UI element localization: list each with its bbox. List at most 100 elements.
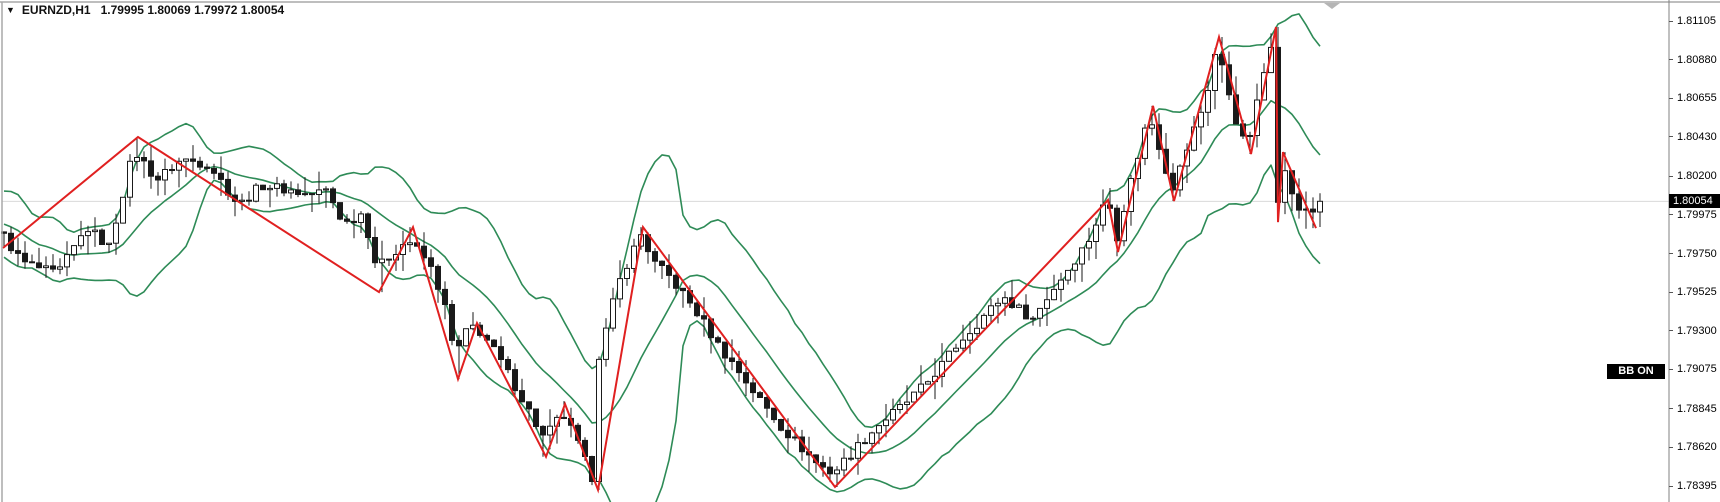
bb-toggle-button[interactable]: BB ON bbox=[1607, 364, 1665, 379]
bull-candle-body bbox=[134, 157, 140, 162]
bull-candle-body bbox=[64, 254, 70, 268]
bull-candle-body bbox=[631, 245, 637, 270]
axis-label: 1.79300 bbox=[1677, 324, 1717, 337]
bear-candle-body bbox=[435, 265, 441, 290]
bear-candle-body bbox=[1310, 208, 1316, 213]
quote-close: 1.80054 bbox=[240, 3, 285, 17]
bull-candle-body bbox=[127, 160, 133, 198]
axis-tick bbox=[1669, 136, 1673, 138]
bear-candle-body bbox=[218, 172, 224, 180]
bear-candle-body bbox=[1114, 207, 1120, 242]
axis-label: 1.78395 bbox=[1677, 480, 1717, 492]
bull-candle-body bbox=[239, 199, 245, 202]
bollinger-lower-band bbox=[3, 164, 1321, 502]
bear-candle-body bbox=[1023, 304, 1029, 320]
bear-candle-body bbox=[50, 265, 56, 270]
bb-toggle-label: BB ON bbox=[1618, 365, 1654, 377]
bear-candle-body bbox=[141, 157, 147, 162]
bull-candle-body bbox=[890, 409, 896, 421]
bear-candle-body bbox=[743, 372, 749, 384]
quote-symbol: EURNZD,H1 bbox=[21, 3, 91, 17]
bear-candle-body bbox=[652, 251, 658, 262]
bull-candle-body bbox=[358, 213, 364, 223]
bull-candle-body bbox=[1030, 317, 1036, 320]
bull-candle-body bbox=[841, 457, 847, 471]
bull-candle-body bbox=[883, 419, 889, 427]
bear-candle-body bbox=[197, 160, 203, 168]
bear-candle-body bbox=[365, 213, 371, 238]
bull-candle-body bbox=[610, 298, 616, 329]
bear-candle-body bbox=[862, 442, 868, 445]
bull-candle-body bbox=[1149, 124, 1155, 129]
bear-candle-body bbox=[540, 425, 546, 436]
bull-candle-body bbox=[974, 327, 980, 335]
bear-candle-body bbox=[372, 237, 378, 264]
bull-candle-body bbox=[1247, 135, 1253, 137]
bull-candle-body bbox=[407, 242, 413, 246]
bear-candle-body bbox=[330, 188, 336, 204]
bull-candle-body bbox=[274, 183, 280, 189]
bear-candle-body bbox=[561, 416, 567, 419]
bull-candle-body bbox=[946, 350, 952, 362]
bull-candle-body bbox=[43, 265, 49, 269]
axis-tick bbox=[1669, 368, 1673, 370]
bull-candle-body bbox=[939, 360, 945, 377]
bear-candle-body bbox=[659, 260, 665, 267]
bull-candle-body bbox=[267, 187, 273, 191]
bull-candle-body bbox=[995, 302, 1001, 307]
bull-candle-body bbox=[1044, 299, 1050, 309]
bear-candle-body bbox=[778, 419, 784, 431]
axis-label: 1.80200 bbox=[1677, 170, 1717, 183]
bull-candle-body bbox=[960, 339, 966, 349]
quote-high: 1.80069 bbox=[147, 3, 191, 17]
bear-candle-body bbox=[519, 390, 525, 403]
bull-candle-body bbox=[1002, 297, 1008, 304]
axis-label: 1.80655 bbox=[1677, 92, 1717, 105]
bear-candle-body bbox=[757, 392, 763, 399]
axis-tick bbox=[1669, 446, 1673, 448]
bull-candle-body bbox=[981, 314, 987, 329]
current-price-value: 1.80054 bbox=[1673, 195, 1713, 208]
bear-candle-body bbox=[827, 466, 833, 475]
axis-tick bbox=[1669, 330, 1673, 332]
bull-candle-body bbox=[869, 432, 875, 444]
bear-candle-body bbox=[344, 218, 350, 222]
bear-candle-body bbox=[736, 361, 742, 374]
bull-candle-body bbox=[1254, 99, 1260, 136]
bull-candle-body bbox=[92, 229, 98, 233]
bear-candle-body bbox=[260, 184, 266, 191]
bull-candle-body bbox=[547, 425, 553, 436]
axis-label: 1.78620 bbox=[1677, 441, 1717, 454]
axis-label: 1.80880 bbox=[1677, 53, 1717, 66]
bull-candle-body bbox=[1016, 304, 1022, 308]
bull-candle-body bbox=[379, 258, 385, 264]
bear-candle-body bbox=[750, 382, 756, 394]
bear-candle-body bbox=[680, 287, 686, 292]
bull-candle-body bbox=[925, 381, 931, 385]
quote-low: 1.79972 bbox=[194, 3, 238, 17]
axis-tick bbox=[1669, 485, 1673, 487]
bull-candle-body bbox=[918, 383, 924, 393]
bull-candle-body bbox=[953, 347, 959, 352]
bear-candle-body bbox=[190, 158, 196, 162]
current-price-box: 1.80054 bbox=[1669, 194, 1720, 209]
bear-candle-body bbox=[295, 189, 301, 195]
bull-candle-body bbox=[834, 469, 840, 475]
bull-candle-body bbox=[603, 327, 609, 360]
symbol-dropdown-icon[interactable]: ▼ bbox=[6, 5, 15, 15]
bull-candle-body bbox=[316, 189, 322, 195]
bull-candle-body bbox=[113, 222, 119, 244]
axis-label: 1.79525 bbox=[1677, 286, 1717, 299]
bull-candle-body bbox=[1051, 288, 1057, 301]
bear-candle-body bbox=[386, 258, 392, 261]
price-axis[interactable]: 1.81105 1.80880 1.80655 1.80430 1.80200 1.799… bbox=[1669, 0, 1720, 502]
axis-tick bbox=[1669, 291, 1673, 293]
bull-candle-body bbox=[78, 235, 84, 247]
bear-candle-body bbox=[449, 304, 455, 341]
bull-candle-body bbox=[1079, 247, 1085, 265]
bear-candle-body bbox=[533, 408, 539, 427]
bull-candle-body bbox=[967, 333, 973, 341]
bull-candle-body bbox=[302, 193, 308, 196]
bull-candle-body bbox=[85, 231, 91, 237]
